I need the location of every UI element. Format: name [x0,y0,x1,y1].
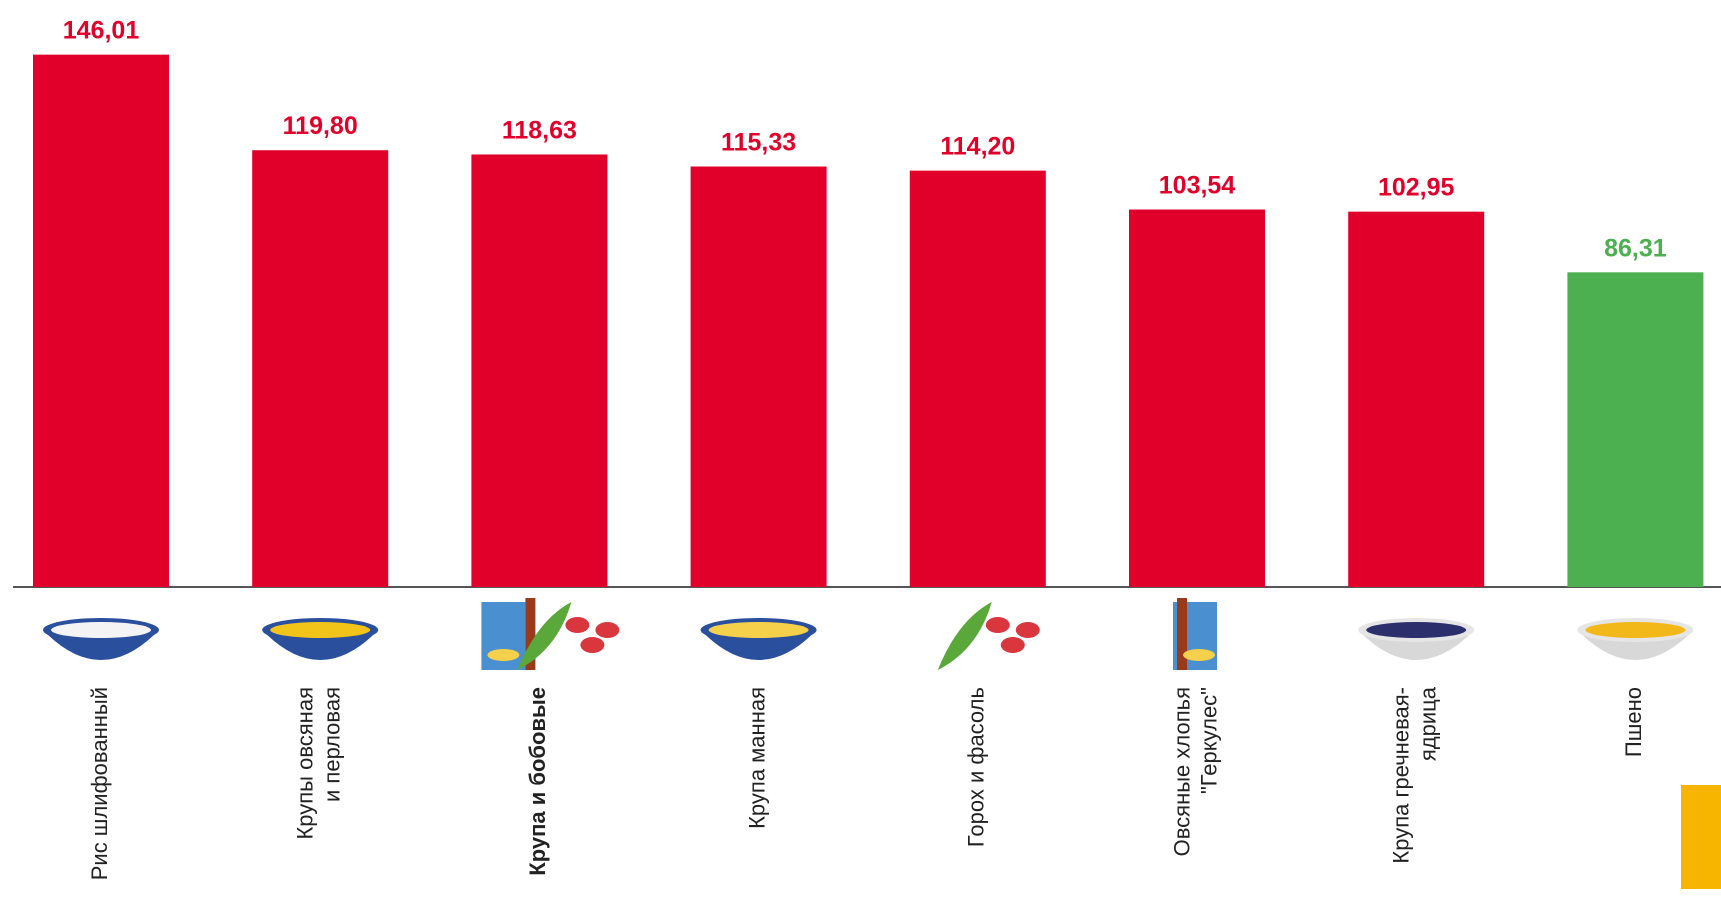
x-tick-label: Крупа манная [744,687,769,829]
icon-bean [580,637,604,653]
category-icon [43,618,159,660]
value-label: 115,33 [721,129,796,157]
x-tick-label: Рис шлифованный [87,687,112,880]
category-icon [1173,598,1217,670]
chart: 146,01 Рис шлифованный 119,80 Крупы овсяная… [0,0,1721,920]
icon-pod [938,602,992,670]
icon-food [1366,622,1466,638]
x-tick-label: "Геркулес" [1196,687,1221,794]
bar [1129,209,1265,587]
category-icon [1577,618,1693,660]
value-label: 86,31 [1604,234,1667,262]
icon-food [1585,622,1685,638]
bar [471,154,607,587]
x-tick-label: Крупы овсяная [293,687,318,840]
icon-bean [986,617,1010,633]
x-tick-label: Крупа и бобовые [525,687,550,876]
icon-bean [1016,622,1040,638]
bar [1348,212,1484,587]
bar [1567,272,1703,587]
icon-box-side [1177,598,1187,670]
category-icon [938,602,1040,670]
icon-food [51,622,151,638]
icon-bowl [1183,649,1215,661]
value-label: 102,95 [1378,174,1455,202]
icon-food [709,622,809,638]
category-icon [262,618,378,660]
category-icon [481,598,619,670]
decor-box [1681,785,1721,889]
icon-bowl [487,649,519,661]
x-tick-label: Горох и фасоль [964,687,989,847]
value-label: 103,54 [1159,171,1236,199]
value-label: 118,63 [502,116,577,144]
category-icon [701,618,817,660]
bar [910,171,1046,587]
value-label: 146,01 [63,17,140,45]
bar [691,167,827,587]
x-tick-label: и перловая [320,687,345,802]
x-tick-label: Крупа гречневая- [1389,687,1414,864]
category-icon [1358,618,1474,660]
value-label: 119,80 [283,112,358,140]
icon-food [270,622,370,638]
x-tick-label: Овсяные хлопья [1169,687,1194,856]
x-tick-label: ядрица [1416,686,1441,761]
icon-bean [1001,637,1025,653]
value-label: 114,20 [940,133,1015,161]
bar [33,55,169,587]
icon-bean [565,617,589,633]
icon-bean [595,622,619,638]
x-tick-label: Пшено [1621,687,1646,757]
bar [252,150,388,587]
